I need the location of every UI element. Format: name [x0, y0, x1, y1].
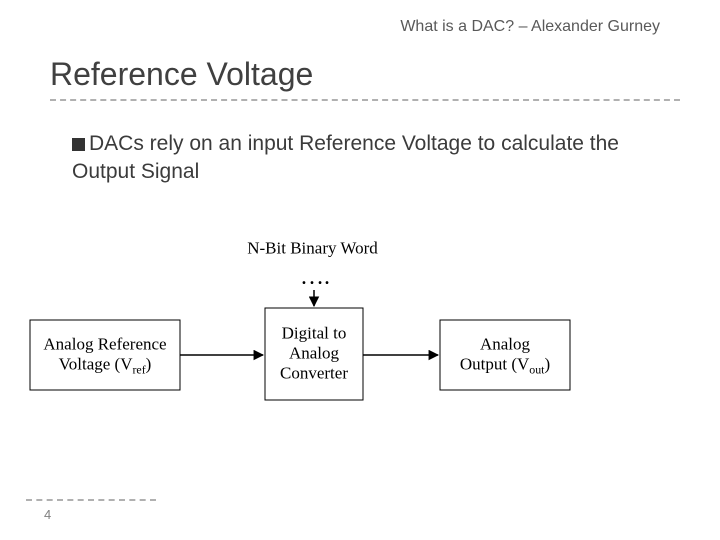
- diagram-label-dac: Converter: [280, 363, 348, 382]
- diagram-label-vref: Analog Reference: [43, 334, 166, 353]
- page-number: 4: [44, 507, 680, 522]
- diagram-label-dots: ….: [300, 264, 330, 290]
- diagram-label-dac: Analog: [289, 343, 340, 362]
- footer-divider: [26, 499, 156, 501]
- diagram-label-dac: Digital to: [282, 323, 347, 342]
- diagram-label-vout: Analog: [480, 334, 531, 353]
- footer: 4: [26, 499, 680, 522]
- dac-diagram: Analog ReferenceVoltage (Vref)N-Bit Bina…: [0, 0, 720, 540]
- diagram-label-nbit: N-Bit Binary Word: [247, 238, 378, 257]
